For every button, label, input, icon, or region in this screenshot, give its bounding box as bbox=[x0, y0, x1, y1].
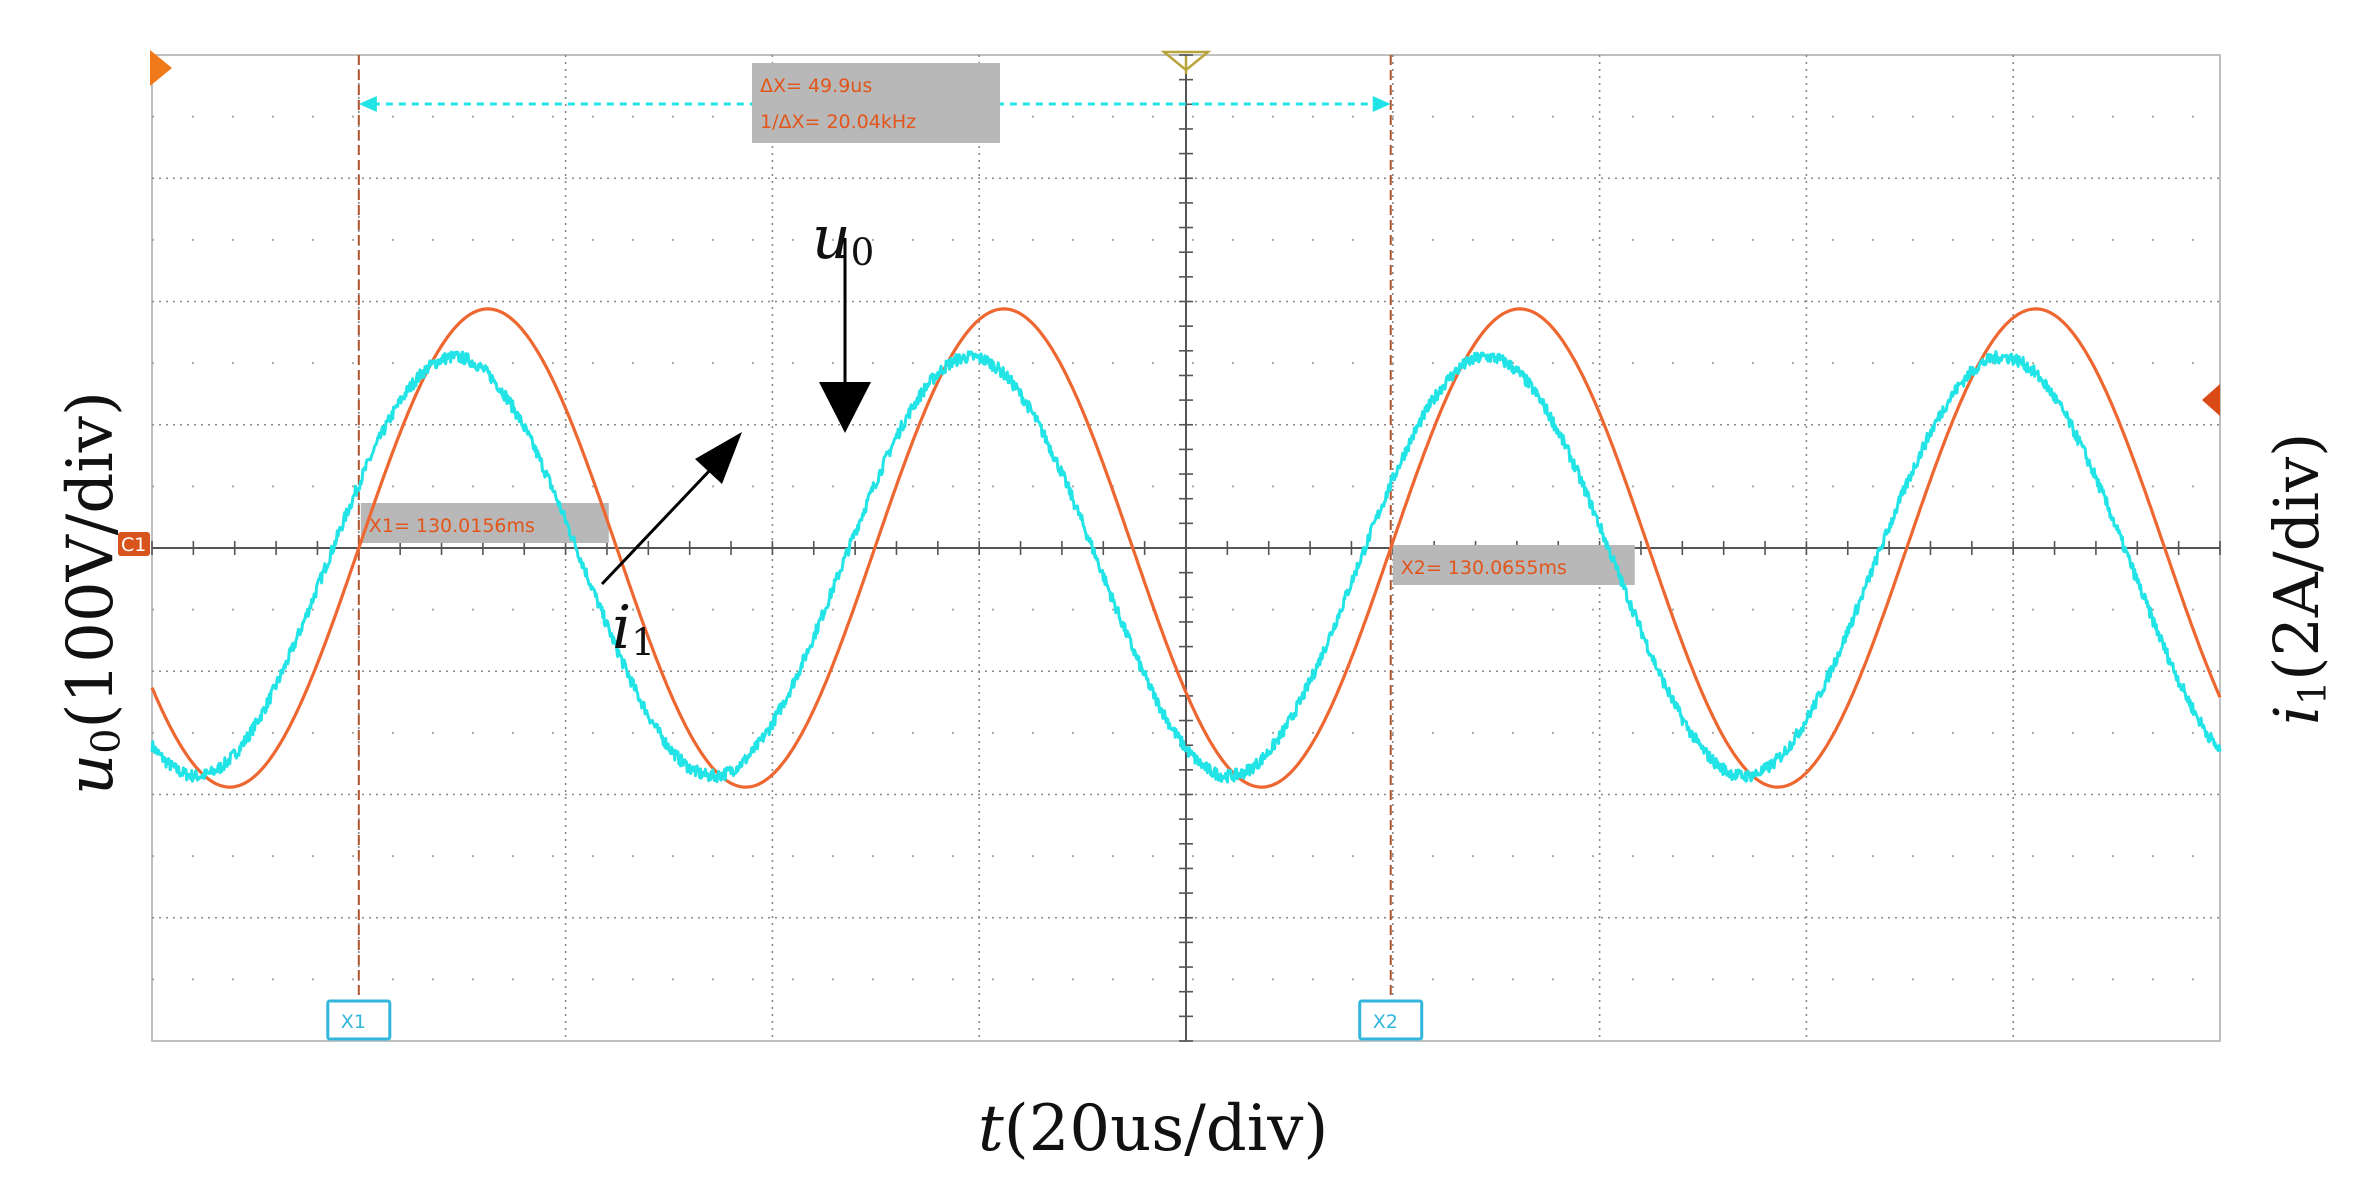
x2-readout-text: X2= 130.0655ms bbox=[1401, 557, 1567, 579]
x2-tag: X2 bbox=[1360, 1001, 1422, 1039]
x-axis-label: t(20us/div) bbox=[978, 1092, 1328, 1166]
delta-readout-text: ΔX= 49.9us bbox=[760, 75, 872, 97]
y-axis-label-left: u0(100V/div) bbox=[54, 391, 130, 795]
delta-readout-text: 1/ΔX= 20.04kHz bbox=[760, 111, 916, 133]
x1-tag-text: X1 bbox=[341, 1011, 366, 1033]
delta-readout: ΔX= 49.9us 1/ΔX= 20.04kHz bbox=[752, 63, 1000, 143]
x2-readout: X2= 130.0655ms bbox=[1393, 545, 1635, 585]
x1-readout-text: X1= 130.0156ms bbox=[369, 515, 535, 537]
y-axis-label-right: i1(2A/div) bbox=[2260, 433, 2335, 725]
x1-tag: X1 bbox=[328, 1001, 390, 1039]
x2-tag-text: X2 bbox=[1373, 1011, 1398, 1033]
